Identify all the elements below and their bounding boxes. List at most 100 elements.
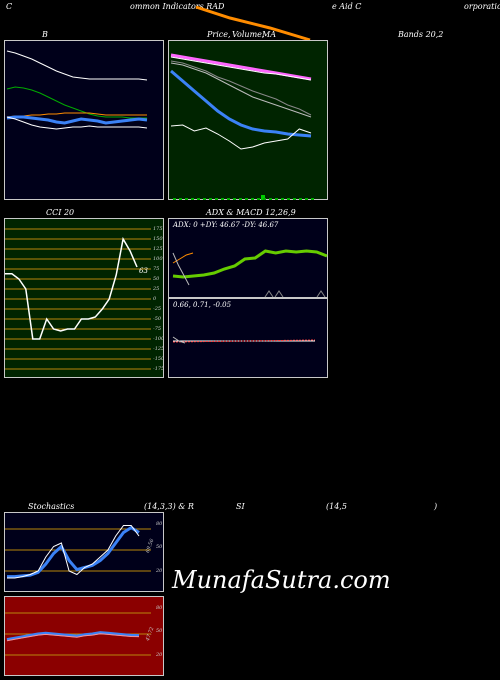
bollinger-upper-band (6, 86, 147, 119)
cci-tick-label: -125 (153, 346, 165, 352)
cci-tick-label: -25 (153, 306, 162, 312)
volume-bar (215, 198, 218, 200)
bollinger-lower-band (6, 112, 147, 118)
adx-line (172, 249, 328, 279)
volume-bar (275, 198, 278, 200)
volume-bar (311, 198, 314, 200)
adx-macd-title: ADX & MACD 12,26,9 (206, 208, 296, 217)
macd-panel: 0.66, 0.71, -0.05 (168, 298, 328, 378)
cci-tick-label: 125 (153, 246, 163, 252)
adx-readout: ADX: 0 +DY: 46.67 -DY: 46.67 (173, 221, 279, 229)
stoch-title-e: ) (434, 502, 438, 511)
macd-chart (172, 336, 316, 344)
rsi-line (6, 631, 140, 642)
volume-bar (191, 198, 194, 200)
stoch-chart (5, 525, 151, 579)
stoch-panel: 80 50 20 69.56 (4, 512, 164, 592)
adx-marker (274, 290, 284, 298)
volume-bar (179, 198, 182, 200)
price-title: Price, (207, 30, 231, 39)
volume-bar (299, 198, 302, 200)
volume-bar (239, 198, 242, 200)
rsi-tick-80: 80 (156, 605, 163, 611)
ma-title: MA (262, 30, 276, 39)
rsi-tick-50: 50 (156, 628, 163, 634)
adx-dy-line (172, 252, 194, 264)
price-panel (168, 40, 328, 200)
rsi-tick-20: 20 (156, 652, 163, 658)
cci-panel: 175 150 125 100 75 50 25 0 -25 -50 -75 -100 -125 -150… (4, 218, 164, 378)
volume-bar (185, 198, 188, 200)
stoch-k-line (7, 525, 140, 579)
rsi-signal-line (6, 633, 140, 642)
cci-tick-label: 50 (153, 276, 160, 282)
adx-marker (316, 290, 326, 298)
stoch-tick-80: 80 (156, 521, 163, 527)
stoch-tick-50: 50 (156, 544, 163, 550)
volume-bar (293, 198, 296, 200)
cci-tick-label: -150 (153, 356, 165, 362)
macd-readout: 0.66, 0.71, -0.05 (173, 301, 232, 309)
volume-bar (263, 198, 266, 200)
price-ma-pink (170, 53, 312, 81)
volume-bar (173, 198, 176, 200)
stoch-title-a: Stochastics (28, 502, 75, 511)
header-title-2: e Aid C (332, 2, 362, 11)
bands-title: Bands 20,2 (398, 30, 444, 39)
volume-title: Volume, (232, 30, 265, 39)
bollinger-chart (6, 50, 148, 130)
price-close-line (170, 69, 312, 138)
volume-bar (269, 198, 272, 200)
volume-bar (287, 198, 290, 200)
bollinger-price-line (6, 115, 148, 125)
volume-bar (251, 198, 254, 200)
volume-bar (227, 198, 230, 200)
cci-tick-label: 100 (153, 256, 163, 262)
volume-bar (203, 198, 206, 200)
volume-bar (281, 198, 284, 200)
volume-bar (305, 198, 308, 200)
price-ma-grey (170, 62, 312, 118)
stoch-title-b: (14,3,3) & R (144, 502, 194, 511)
cci-tick-label: -100 (153, 336, 165, 342)
watermark: MunafaSutra.com (172, 566, 391, 594)
stoch-tick-20: 20 (156, 568, 163, 574)
stoch-d-line (7, 525, 140, 579)
cci-tick-label: 25 (153, 286, 160, 292)
volume-bar (209, 198, 212, 200)
rsi-panel: 80 50 20 47.72 (4, 596, 164, 676)
stoch-title-d: (14,5 (326, 502, 347, 511)
volume-bar (261, 195, 265, 200)
header-orange-line (195, 5, 311, 42)
cci-tick-label: -50 (153, 316, 162, 322)
cci-tick-label: 75 (153, 266, 160, 272)
adx-dy-grey (172, 252, 190, 286)
volume-bar (197, 198, 200, 200)
adx-chart (172, 249, 328, 298)
adx-panel: ADX: 0 +DY: 46.67 -DY: 46.67 (168, 218, 328, 298)
cci-tick-label: -175 (153, 366, 165, 372)
volume-bar (233, 198, 236, 200)
cci-chart (5, 228, 151, 370)
cci-tick-label: -75 (153, 326, 162, 332)
bollinger-panel (4, 40, 164, 200)
cci-value-label: 63 (139, 267, 148, 275)
bollinger-title: B (42, 30, 48, 39)
rsi-chart (5, 612, 151, 656)
price-chart (170, 53, 314, 200)
cci-tick-label: 150 (153, 236, 163, 242)
header-right: orporation (464, 2, 500, 11)
price-volume-line (170, 124, 312, 150)
bollinger-middle-band (6, 50, 148, 81)
volume-bar (245, 198, 248, 200)
cci-line (5, 236, 138, 340)
volume-bar (257, 198, 260, 200)
volume-bar (221, 198, 224, 200)
header-left: C (6, 2, 13, 11)
price-ma-white (170, 56, 312, 81)
bollinger-lower-line (6, 116, 148, 130)
adx-marker (264, 290, 274, 298)
cci-tick-label: 0 (153, 296, 157, 302)
stoch-title-c: SI (236, 502, 245, 511)
price-ma-grey-2 (170, 60, 312, 116)
